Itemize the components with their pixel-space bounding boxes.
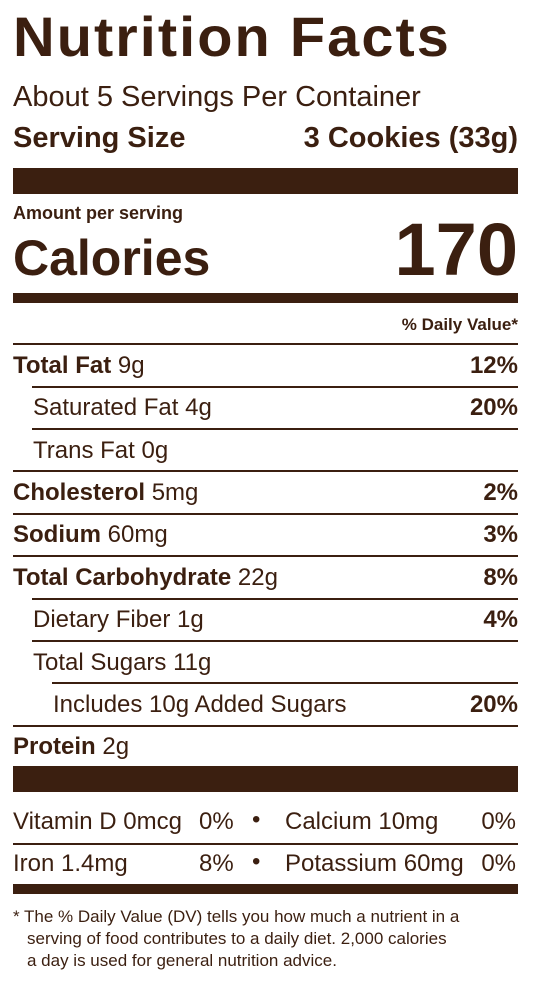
label-title: Nutrition Facts bbox=[13, 5, 451, 68]
vitamin-amount: 1.4mg bbox=[61, 850, 128, 877]
nutrient-dv: 20% bbox=[469, 691, 518, 718]
nutrient-dv: 20% bbox=[469, 394, 518, 421]
vitamin-name: Calcium bbox=[285, 808, 372, 835]
footnote: * The % Daily Value (DV) tells you how m… bbox=[13, 906, 521, 972]
thick-divider-top bbox=[13, 168, 518, 194]
nutrient-dv: 3% bbox=[483, 521, 518, 548]
rule bbox=[32, 640, 518, 642]
vitamin-dv: 0% bbox=[199, 808, 234, 835]
calcium: Calcium 10mg bbox=[285, 808, 438, 836]
rule bbox=[13, 555, 518, 557]
rule bbox=[13, 843, 518, 845]
nutrient-dv: 8% bbox=[483, 564, 518, 591]
vitamin-d: Vitamin D 0mcg bbox=[13, 808, 182, 836]
nutrient-name: Total Fat bbox=[13, 352, 112, 379]
footnote-line-1: * The % Daily Value (DV) tells you how m… bbox=[13, 907, 460, 926]
nutrient-amount: 22g bbox=[237, 564, 278, 591]
amount-per-serving: Amount per serving bbox=[13, 203, 184, 223]
nutrient-name: Saturated Fat bbox=[33, 394, 179, 421]
serving-size-label: Serving Size bbox=[13, 122, 186, 154]
nutrient-amount: 60mg bbox=[107, 521, 168, 548]
nutrient-name: Trans Fat bbox=[33, 437, 135, 464]
nutrient-amount: 0g bbox=[141, 437, 169, 464]
vitamin-amount: 60mg bbox=[403, 850, 464, 877]
medium-divider-footnote bbox=[13, 884, 518, 894]
serving-size-value: 3 Cookies (33g) bbox=[303, 122, 518, 154]
rule bbox=[13, 725, 518, 727]
vitamin-name: Iron bbox=[13, 850, 55, 877]
nutrient-dv: 4% bbox=[483, 606, 518, 633]
nutrient-amount: 5mg bbox=[151, 479, 199, 506]
daily-value-header: % Daily Value* bbox=[401, 315, 518, 334]
nutrient-name: Total Sugars bbox=[33, 649, 167, 676]
medium-divider-calories bbox=[13, 293, 518, 303]
nutrient-name: Cholesterol bbox=[13, 479, 146, 506]
rule bbox=[32, 598, 518, 600]
vitamin-name: Vitamin D bbox=[13, 808, 117, 835]
nutrient-amount: 9g bbox=[117, 352, 145, 379]
vitamin-name: Potassium bbox=[285, 850, 398, 877]
rule bbox=[13, 343, 518, 345]
thick-divider-vitamins bbox=[13, 766, 518, 792]
vitamin-dv: 0% bbox=[481, 808, 516, 835]
nutrient-dv: 12% bbox=[469, 352, 518, 379]
nutrient-name: Sodium bbox=[13, 521, 101, 548]
bullet-separator: • bbox=[252, 806, 261, 833]
rule bbox=[13, 513, 518, 515]
calories-label: Calories bbox=[13, 230, 211, 286]
vitamin-dv: 0% bbox=[481, 850, 516, 877]
footnote-line-3: a day is used for general nutrition advi… bbox=[27, 951, 337, 970]
nutrient-name: Total Carbohydrate bbox=[13, 564, 232, 591]
serving-size: Serving Size 3 Cookies (33g) bbox=[13, 120, 518, 156]
vitamin-dv: 8% bbox=[199, 850, 234, 877]
calories-value: 170 bbox=[394, 208, 518, 291]
nutrient-amount: 11g bbox=[173, 649, 212, 676]
nutrient-amount: 2g bbox=[102, 733, 130, 760]
vitamin-amount: 10mg bbox=[378, 808, 439, 835]
rule bbox=[32, 386, 518, 388]
nutrient-name: Dietary Fiber bbox=[33, 606, 171, 633]
rule bbox=[32, 428, 518, 430]
nutrient-amount: 1g bbox=[177, 606, 204, 633]
potassium: Potassium 60mg bbox=[285, 850, 464, 878]
iron: Iron 1.4mg bbox=[13, 850, 128, 878]
nutrient-name: Protein bbox=[13, 733, 96, 760]
nutrient-dv: 2% bbox=[483, 479, 518, 506]
rule bbox=[13, 470, 518, 472]
footnote-line-2: serving of food contributes to a daily d… bbox=[27, 929, 447, 948]
bullet-separator: • bbox=[252, 848, 261, 875]
vitamin-amount: 0mcg bbox=[123, 808, 182, 835]
nutrient-name: Includes 10g Added Sugars bbox=[53, 691, 347, 718]
servings-per-container: About 5 Servings Per Container bbox=[13, 81, 421, 113]
rule bbox=[52, 682, 518, 684]
nutrient-amount: 4g bbox=[185, 394, 212, 421]
